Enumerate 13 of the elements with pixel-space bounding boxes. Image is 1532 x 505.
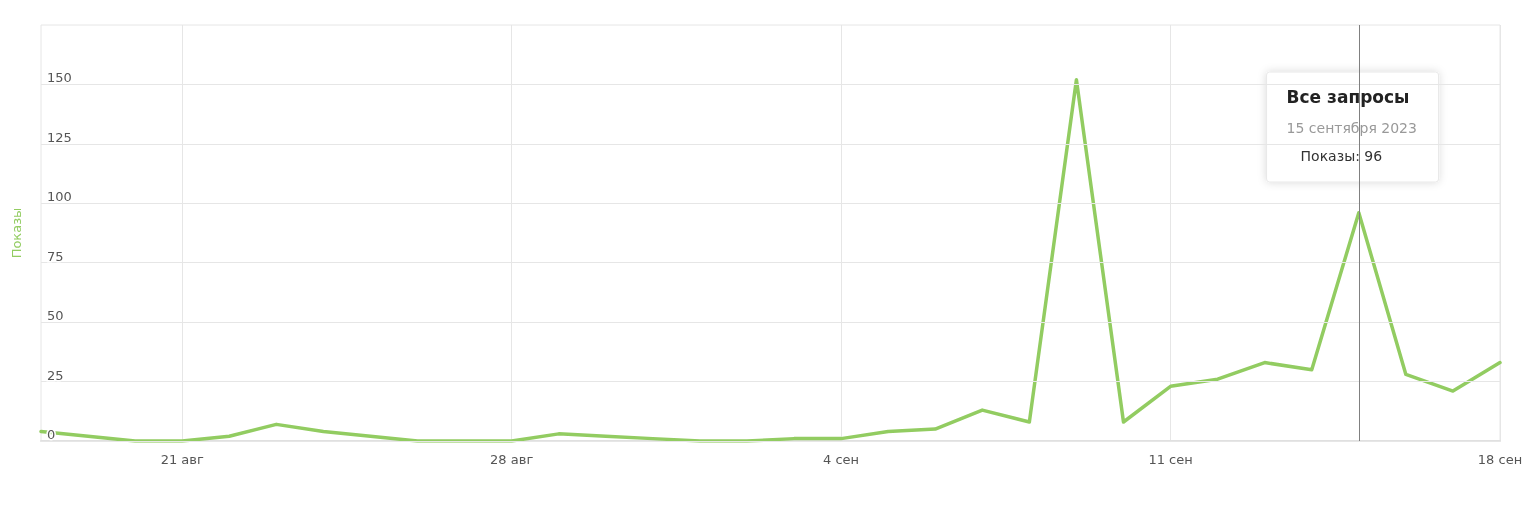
y-tick-label: 50 <box>47 308 64 324</box>
x-tick-label: 11 сен <box>1148 452 1193 467</box>
y-tick-label: 25 <box>47 367 64 383</box>
y-tick-label: 75 <box>47 248 64 264</box>
annotation: Показы: 96 <box>1300 148 1383 164</box>
y-tick-label: 100 <box>47 189 72 205</box>
y-tick-label: 150 <box>47 70 72 86</box>
y-axis-title: Показы <box>9 207 24 259</box>
y-tick-label: 125 <box>47 129 72 145</box>
x-tick-label: 18 сен <box>1477 452 1523 467</box>
x-tick-label: 21 авг <box>160 452 204 467</box>
x-tick-label: 28 авг <box>490 452 534 467</box>
x-tick-label: 4 сен <box>823 452 860 467</box>
